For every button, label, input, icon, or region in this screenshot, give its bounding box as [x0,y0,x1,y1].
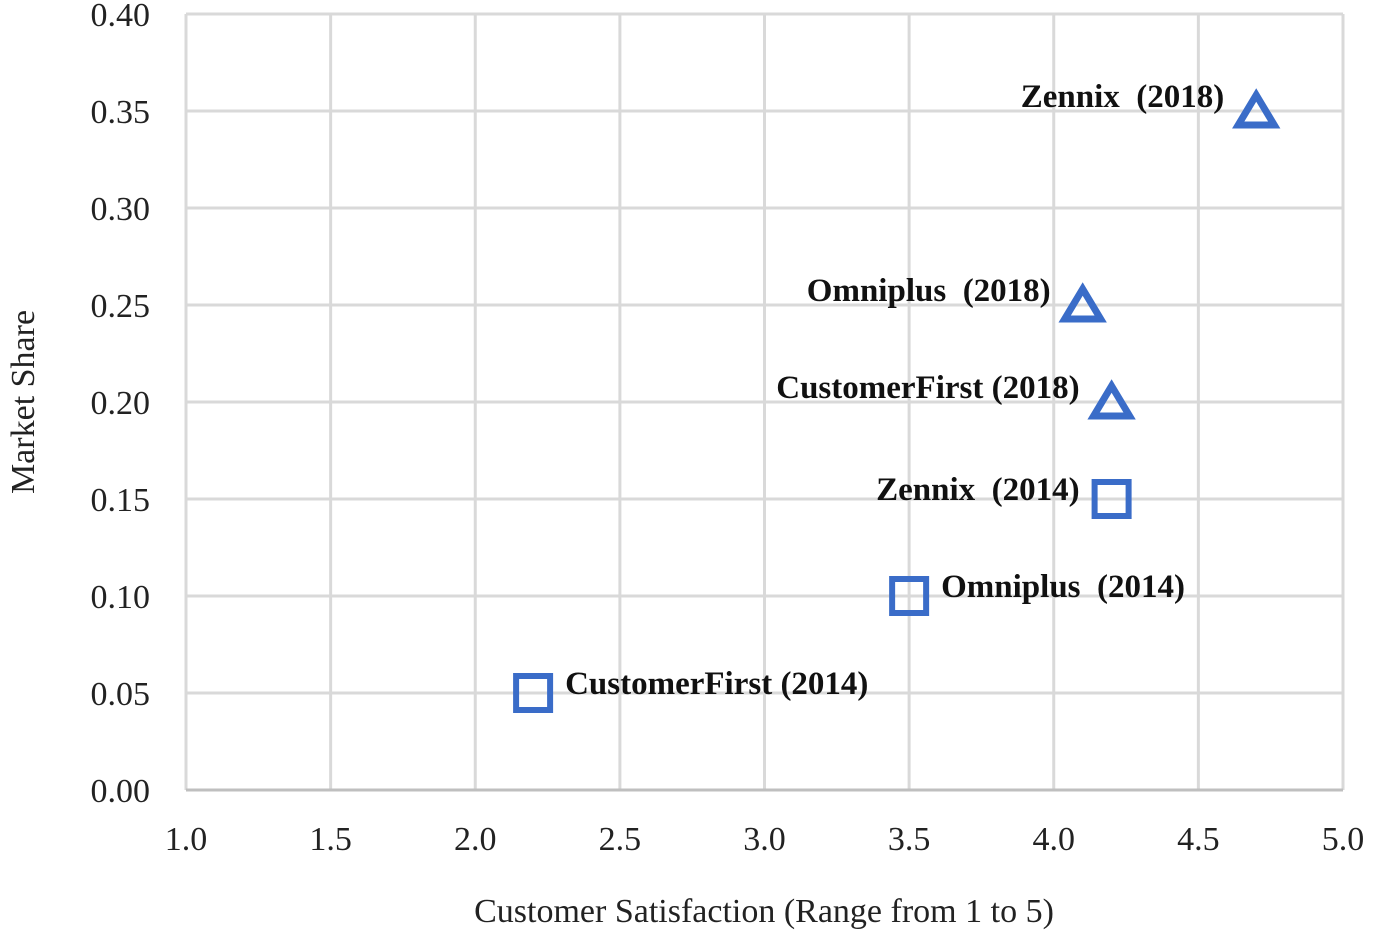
x-tick-label: 1.5 [309,821,352,858]
triangle-marker [1232,88,1281,129]
square-marker [513,673,554,713]
point-label: Zennix (2014) [876,472,1080,508]
y-tick-label: 0.10 [91,579,151,616]
x-tick-label: 5.0 [1322,821,1365,858]
y-tick-label: 0.15 [91,482,151,519]
point-label: Omniplus (2014) [941,569,1185,605]
point-label: CustomerFirst (2014) [565,666,868,702]
point-label: Omniplus (2018) [807,273,1051,309]
y-tick-label: 0.20 [91,385,151,422]
square-marker [1091,479,1132,519]
x-tick-label: 4.5 [1177,821,1220,858]
point-label: Zennix (2018) [1021,79,1225,115]
data-points: CustomerFirst (2014) Omniplus (2014) Zenni… [513,79,1281,713]
x-tick-label: 3.5 [888,821,931,858]
y-tick-label: 0.00 [91,773,151,810]
point-label: CustomerFirst (2018) [776,370,1079,406]
triangle-marker [1087,379,1136,420]
y-axis-title: Market Share [5,310,42,494]
tick-labels: 1.0 1.5 2.0 2.5 3.0 3.5 4.0 4.5 5.0 0.00 0.05 0.10 0… [91,0,1365,858]
square-marker [889,576,930,616]
triangle-marker [1058,282,1107,323]
y-tick-label: 0.05 [91,676,151,713]
y-tick-label: 0.35 [91,94,151,131]
x-tick-label: 2.5 [599,821,642,858]
y-tick-label: 0.40 [91,0,151,34]
y-tick-label: 0.30 [91,191,151,228]
x-tick-label: 3.0 [743,821,786,858]
x-tick-label: 4.0 [1033,821,1076,858]
x-tick-label: 2.0 [454,821,497,858]
x-axis-title: Customer Satisfaction (Range from 1 to 5… [474,893,1054,930]
y-tick-label: 0.25 [91,288,151,325]
grid [184,12,1345,792]
x-tick-label: 1.0 [165,821,208,858]
